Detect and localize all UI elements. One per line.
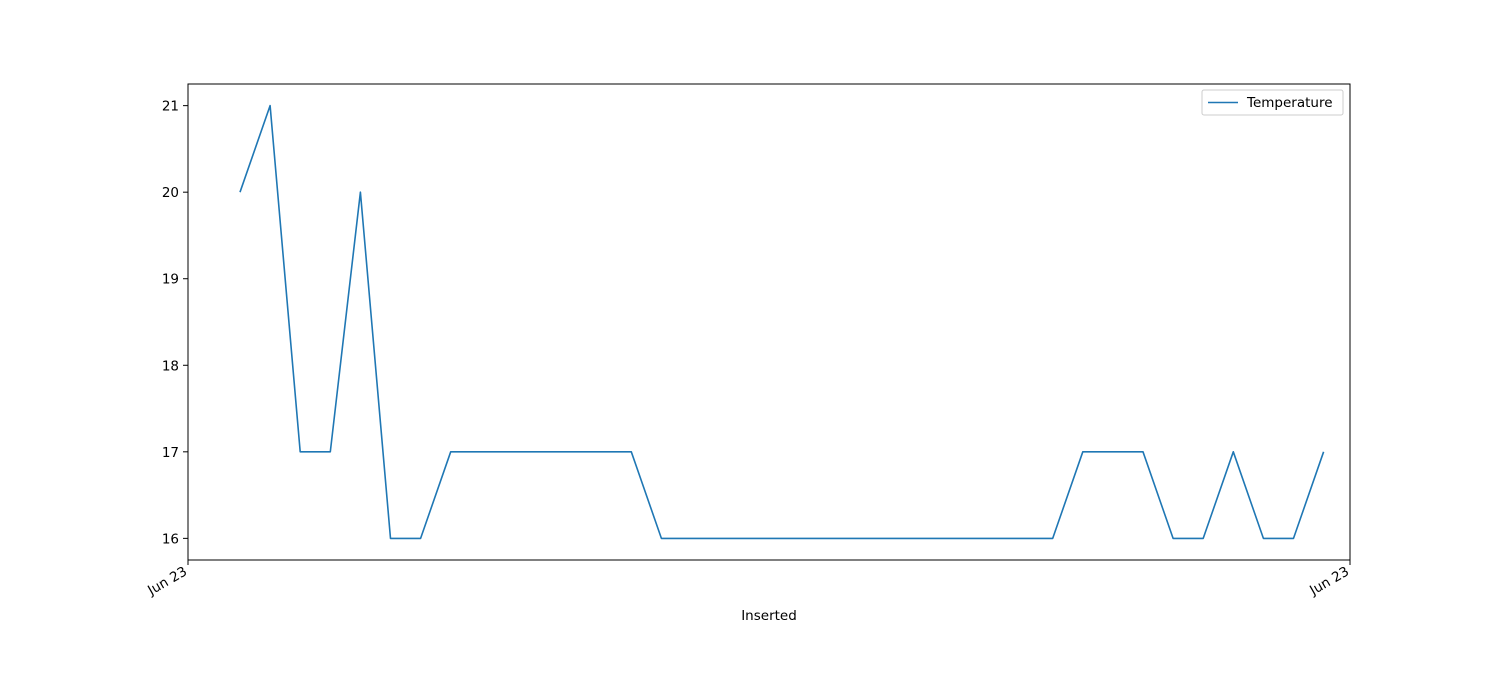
- y-tick-label: 17: [162, 445, 179, 461]
- plot-frame: [187, 83, 1351, 561]
- y-tick-label: 16: [162, 531, 179, 547]
- x-tick-label: Jun 23: [144, 564, 190, 600]
- series-points: [239, 105, 1324, 539]
- x-axis-label: Inserted: [741, 608, 797, 624]
- legend-box: [1201, 89, 1344, 116]
- x-tick-label: Jun 23: [1306, 564, 1352, 600]
- y-tick-label: 18: [162, 358, 179, 374]
- y-axis-ticks: 16 17 18 19 20 21: [162, 99, 188, 547]
- legend-label-temperature: Temperature: [1246, 95, 1333, 111]
- y-tick-label: 19: [162, 272, 179, 288]
- plot-area: [188, 84, 1350, 560]
- series-line-temperature: [239, 104, 1325, 540]
- y-tick-label: 21: [162, 99, 179, 115]
- y-tick-label: 20: [162, 185, 179, 201]
- x-axis-ticks: Jun 23 Jun 23: [144, 560, 1352, 599]
- legend: Temperature: [1201, 89, 1344, 116]
